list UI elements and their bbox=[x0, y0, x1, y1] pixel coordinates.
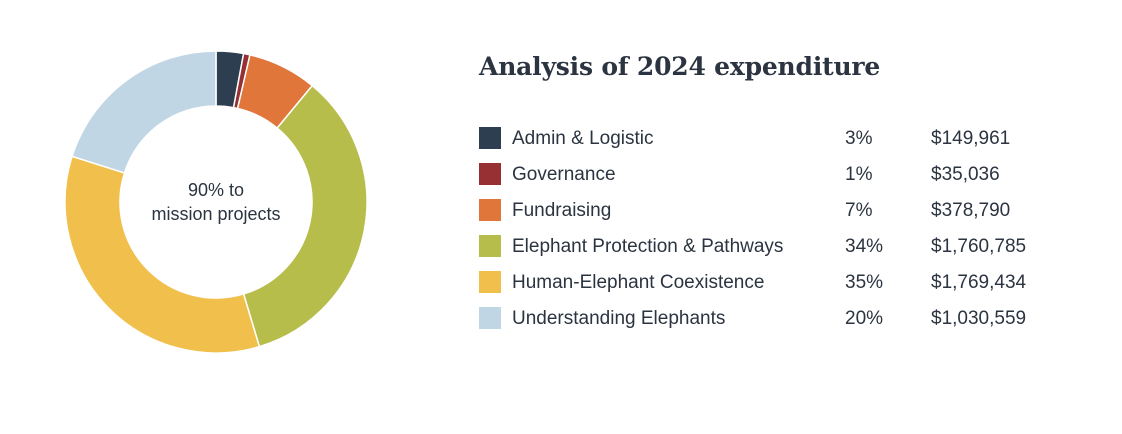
legend-amount: $149,961 bbox=[931, 128, 1011, 149]
legend-swatch bbox=[479, 307, 501, 329]
legend-swatch bbox=[479, 163, 501, 185]
legend: Admin & Logistic 3% $149,961 Governance … bbox=[479, 123, 1079, 339]
legend-amount: $378,790 bbox=[931, 200, 1011, 221]
legend-swatch bbox=[479, 199, 501, 221]
legend-row: Understanding Elephants 20% $1,030,559 bbox=[479, 303, 1079, 339]
legend-amount: $1,760,785 bbox=[931, 236, 1027, 257]
legend-label: Admin & Logistic bbox=[512, 128, 654, 149]
donut-slice bbox=[242, 84, 368, 348]
legend-row: Fundraising 7% $378,790 bbox=[479, 195, 1079, 231]
legend-percent: 20% bbox=[845, 308, 884, 329]
legend-percent: 3% bbox=[845, 128, 873, 149]
legend-label: Understanding Elephants bbox=[512, 308, 726, 329]
chart-title: Analysis of 2024 expenditure bbox=[479, 52, 881, 81]
legend-label: Human-Elephant Coexistence bbox=[512, 272, 765, 293]
legend-swatch bbox=[479, 235, 501, 257]
donut-chart: 90% to mission projects bbox=[64, 50, 368, 354]
legend-swatch bbox=[479, 127, 501, 149]
legend-row: Governance 1% $35,036 bbox=[479, 159, 1079, 195]
legend-percent: 35% bbox=[845, 272, 884, 293]
legend-row: Human-Elephant Coexistence 35% $1,769,43… bbox=[479, 267, 1079, 303]
legend-swatch bbox=[479, 271, 501, 293]
legend-amount: $35,036 bbox=[931, 164, 1000, 185]
legend-percent: 34% bbox=[845, 236, 884, 257]
legend-row: Admin & Logistic 3% $149,961 bbox=[479, 123, 1079, 159]
donut-slice bbox=[71, 50, 217, 174]
legend-percent: 7% bbox=[845, 200, 873, 221]
donut-slice bbox=[64, 155, 261, 354]
donut-svg bbox=[64, 50, 368, 354]
legend-amount: $1,769,434 bbox=[931, 272, 1027, 293]
legend-label: Fundraising bbox=[512, 200, 612, 221]
legend-label: Elephant Protection & Pathways bbox=[512, 236, 784, 257]
legend-percent: 1% bbox=[845, 164, 873, 185]
legend-amount: $1,030,559 bbox=[931, 308, 1027, 329]
legend-row: Elephant Protection & Pathways 34% $1,76… bbox=[479, 231, 1079, 267]
legend-label: Governance bbox=[512, 164, 616, 185]
